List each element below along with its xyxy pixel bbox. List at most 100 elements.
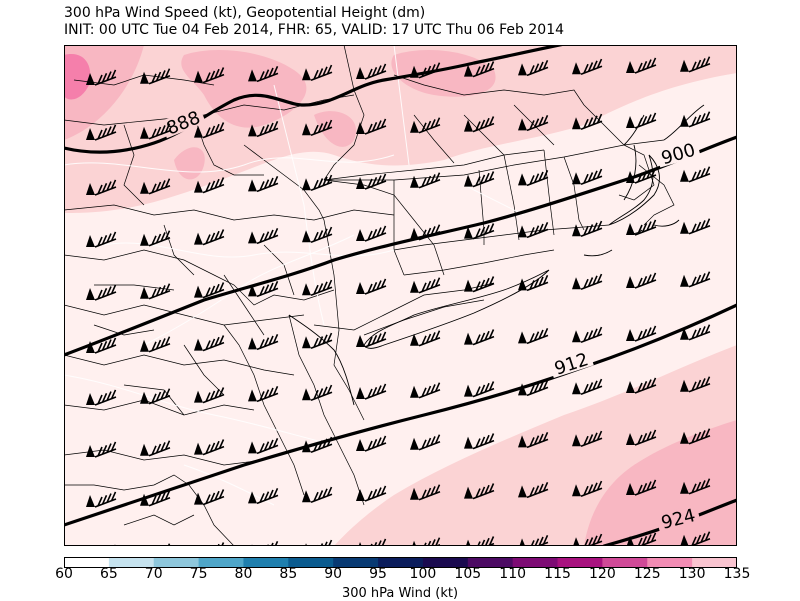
colorbar-tick-label: 110 [499, 566, 527, 582]
wind-barb [464, 61, 495, 78]
colorbar-tick-label: 125 [633, 566, 661, 582]
wind-barb [302, 332, 333, 349]
wind-barb [626, 219, 657, 236]
wind-barb [572, 58, 603, 75]
wind-barb [410, 434, 441, 451]
wind-barb [302, 279, 333, 296]
wind-barb [302, 64, 333, 81]
wind-barb [140, 490, 171, 507]
wind-barb [680, 376, 711, 393]
map-frame [64, 45, 737, 546]
wind-barb [464, 223, 495, 240]
wind-barb [572, 480, 603, 497]
wind-barb [248, 333, 279, 351]
wind-barb [356, 278, 387, 295]
colorbar-segment [333, 557, 379, 568]
wind-barb [464, 483, 495, 500]
wind-barb [410, 277, 441, 294]
colorbar-segment [647, 557, 693, 568]
colorbar-segment [64, 557, 110, 568]
wind-barb [626, 377, 657, 394]
wind-barb [680, 324, 711, 341]
colorbar-svg [64, 557, 738, 568]
wind-barb [518, 221, 549, 239]
wind-barb [680, 428, 711, 445]
wind-barb [410, 172, 441, 189]
wind-barb [680, 531, 711, 546]
wind-barb [626, 479, 657, 496]
wind-barb [140, 68, 171, 85]
wind-barb [86, 389, 117, 406]
wind-barb [86, 124, 117, 141]
wind-barb [356, 435, 387, 452]
map-svg: 888 900 912 924 [64, 45, 737, 546]
colorbar-segment [422, 557, 469, 568]
wind-barb [86, 491, 117, 508]
wind-barb [248, 437, 279, 455]
wind-barb [626, 325, 657, 342]
wind-barb [356, 63, 387, 80]
wind-barb [356, 383, 387, 400]
map-panel: 888 900 912 924 [64, 45, 737, 546]
wind-barb [302, 174, 333, 191]
wind-barb [518, 481, 549, 499]
colorbar-segment [153, 557, 200, 568]
wind-barb [140, 123, 171, 140]
wind-barb [680, 478, 711, 495]
wind-barb [356, 118, 387, 135]
wind-barb [464, 171, 495, 188]
wind-barb [194, 489, 225, 506]
wind-band-upper-dark-blob [181, 50, 307, 128]
wind-barb [248, 487, 279, 505]
wind-barb [302, 436, 333, 453]
wind-barb [410, 62, 441, 79]
contour-label-888-bg [160, 105, 206, 139]
colorbar [64, 553, 738, 568]
colorbar-segment [288, 557, 334, 568]
wind-barb [140, 230, 171, 247]
colorbar-tick-label: 90 [324, 566, 343, 582]
colorbar-segment [108, 557, 155, 568]
colorbar-segment [692, 557, 738, 568]
wind-barb [86, 337, 117, 354]
wind-barb [356, 485, 387, 502]
colorbar-frame [64, 557, 737, 568]
wind-barb [248, 280, 279, 298]
wind-barb [140, 440, 171, 457]
wind-barb [410, 224, 441, 241]
colorbar-tick-label: 85 [279, 566, 298, 582]
colorbar-tick-label: 130 [678, 566, 706, 582]
wind-barb [410, 330, 441, 347]
wind-barb [518, 59, 549, 77]
colorbar-tick-label: 70 [144, 566, 163, 582]
colorbar-tick-label: 75 [189, 566, 208, 582]
wind-barb [680, 111, 711, 128]
wind-barb [680, 166, 711, 183]
wind-band-upper-strip [314, 111, 356, 147]
wind-barb [572, 113, 603, 130]
wind-barb [356, 173, 387, 190]
colorbar-label: 300 hPa Wind (kt) [341, 586, 459, 601]
colorbar-segment [198, 557, 244, 568]
wind-barb [464, 276, 495, 293]
wind-barb [86, 231, 117, 248]
wind-band-upper-mid-blob [391, 50, 496, 97]
wind-barb [248, 120, 279, 138]
wind-barb [572, 273, 603, 290]
colorbar-segment [467, 557, 514, 568]
wind-barb [248, 65, 279, 83]
colorbar-tick-label: 100 [409, 566, 437, 582]
wind-barb [194, 67, 225, 84]
wind-barb [356, 225, 387, 242]
wind-barb [572, 220, 603, 237]
chart-subtitle: INIT: 00 UTC Tue 04 Feb 2014, FHR: 65, V… [64, 22, 565, 38]
contour-900 [64, 135, 737, 357]
wind-barb [464, 381, 495, 398]
wind-barb [680, 218, 711, 235]
wind-barb [626, 272, 657, 289]
contour-label-900-bg [655, 138, 701, 168]
wind-barb [518, 379, 549, 397]
chart-title: 300 hPa Wind Speed (kt), Geopotential He… [64, 5, 426, 21]
wind-barb [572, 378, 603, 395]
wind-barb [86, 69, 117, 86]
